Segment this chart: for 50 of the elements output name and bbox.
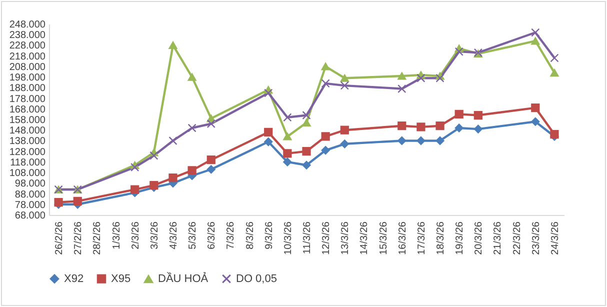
x-tick-label: 10/3/26 <box>282 221 294 255</box>
legend-label: X95 <box>111 272 131 285</box>
x-tick-label: 3/3/26 <box>149 221 160 250</box>
x-tick-label: 7/3/26 <box>226 221 237 250</box>
y-tick-label: 248.000 <box>9 20 46 30</box>
x-tick-label: 18/3/26 <box>436 221 447 255</box>
legend-label: DẦU HOẢ <box>158 272 209 286</box>
y-tick-label: 138.000 <box>9 136 46 148</box>
x-tick-label: 15/3/26 <box>378 221 390 255</box>
x-tick-label: 5/3/26 <box>188 221 199 250</box>
y-tick-label: 118.000 <box>10 157 46 168</box>
x-tick-label: 23/3/26 <box>530 221 542 255</box>
y-tick-label: 68.000 <box>14 210 46 222</box>
x-tick-label: 28/2/26 <box>92 221 104 255</box>
x-tick-label: 21/3/26 <box>492 221 504 255</box>
x-tick-label: 26/2/26 <box>54 221 66 255</box>
y-tick-label: 228.000 <box>9 40 46 52</box>
x-tick-label: 16/3/26 <box>397 221 408 255</box>
x-tick-label: 12/3/26 <box>321 221 332 255</box>
y-tick-label: 238.000 <box>9 30 46 42</box>
y-tick-label: 88.000 <box>14 189 46 200</box>
legend-label: X92 <box>64 272 84 285</box>
x-tick-label: 1/3/26 <box>111 221 122 250</box>
y-tick-label: 128.000 <box>9 146 46 158</box>
y-tick-label: 198.000 <box>9 72 46 84</box>
x-tick-label: 13/3/26 <box>340 221 352 255</box>
x-tick-label: 9/3/26 <box>264 221 275 250</box>
x-tick-label: 22/3/26 <box>512 221 523 255</box>
x-tick-label: 27/2/26 <box>73 221 84 255</box>
x-tick-label: 24/3/26 <box>550 221 561 255</box>
x-tick-label: 8/3/26 <box>244 221 256 250</box>
x-tick-label: 2/3/26 <box>130 221 142 250</box>
y-tick-label: 158.000 <box>9 115 46 126</box>
y-tick-label: 148.000 <box>9 126 46 137</box>
x-tick-label: 4/3/26 <box>168 221 180 250</box>
x-tick-label: 14/3/26 <box>359 221 370 255</box>
y-tick-label: 188.000 <box>9 83 46 94</box>
y-tick-label: 208.000 <box>9 62 46 73</box>
legend-label: DO 0,05 <box>236 272 277 285</box>
x-tick-label: 11/3/26 <box>302 221 313 254</box>
y-tick-label: 78.000 <box>14 200 46 211</box>
y-tick-label: 218.000 <box>9 51 46 62</box>
x-tick-label: 6/3/26 <box>206 221 218 250</box>
y-tick-label: 168.000 <box>9 104 46 116</box>
x-tick-label: 20/3/26 <box>474 221 485 255</box>
y-tick-label: 108.000 <box>9 168 46 180</box>
x-tick-label: 17/3/26 <box>416 221 428 255</box>
y-tick-label: 98.000 <box>14 178 46 190</box>
x-tick-label: 19/3/26 <box>454 221 466 255</box>
y-tick-label: 178.000 <box>9 94 46 105</box>
